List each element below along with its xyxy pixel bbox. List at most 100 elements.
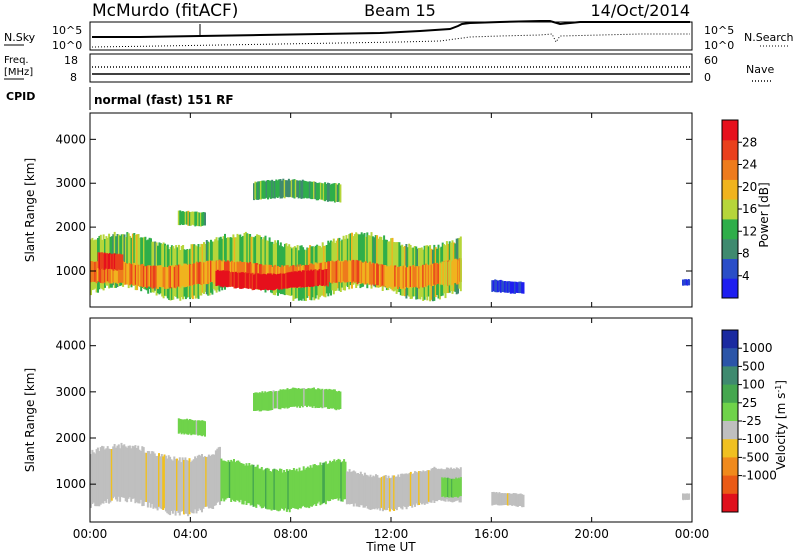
power-scatter-cells bbox=[90, 178, 691, 302]
colorbar-segment bbox=[722, 199, 738, 220]
colorbar-tick-label: -500 bbox=[742, 450, 769, 464]
data-cell bbox=[427, 470, 430, 502]
data-cell bbox=[121, 445, 124, 498]
data-cell bbox=[313, 269, 315, 287]
data-cell bbox=[211, 260, 214, 283]
y-tick-label: 4000 bbox=[55, 339, 86, 353]
data-cell bbox=[260, 467, 263, 509]
data-cell bbox=[318, 465, 320, 502]
date-title: 14/Oct/2014 bbox=[590, 1, 690, 20]
data-cell bbox=[201, 420, 204, 437]
data-cell bbox=[123, 444, 126, 498]
data-cell bbox=[251, 236, 254, 287]
data-cell bbox=[319, 389, 322, 407]
velocity-colorbar-label: Velocity [m s-1] bbox=[774, 380, 788, 470]
data-cell bbox=[134, 234, 137, 291]
data-cell bbox=[294, 179, 297, 198]
data-cell bbox=[124, 237, 127, 284]
data-cell bbox=[273, 391, 276, 409]
freq-left-tick-top: 18 bbox=[64, 54, 78, 67]
data-cell bbox=[155, 456, 158, 509]
data-cell bbox=[131, 445, 134, 499]
noise-right-tick-top: 10^5 bbox=[704, 24, 734, 37]
data-cell bbox=[223, 271, 226, 286]
data-cell bbox=[208, 260, 211, 283]
data-cell bbox=[268, 180, 271, 198]
data-cell bbox=[408, 265, 411, 288]
data-cell bbox=[308, 388, 311, 407]
data-cell bbox=[370, 477, 373, 510]
cpid-text: normal (fast) 151 RF bbox=[94, 93, 234, 107]
data-cell bbox=[164, 455, 167, 512]
data-cell bbox=[287, 389, 290, 408]
data-cell bbox=[140, 237, 143, 292]
data-cell bbox=[447, 261, 449, 286]
data-cell bbox=[426, 470, 429, 504]
data-cell bbox=[145, 240, 148, 291]
noise-sky-series bbox=[92, 20, 690, 38]
data-cell bbox=[296, 180, 299, 197]
data-cell bbox=[381, 264, 384, 286]
data-cell bbox=[285, 469, 288, 512]
colorbar-tick-label: 500 bbox=[742, 359, 765, 373]
data-cell bbox=[236, 233, 239, 284]
data-cell bbox=[232, 234, 235, 285]
data-cell bbox=[110, 259, 113, 284]
data-cell bbox=[339, 261, 342, 283]
data-cell bbox=[306, 466, 309, 508]
data-cell bbox=[127, 262, 130, 286]
data-cell bbox=[415, 266, 418, 287]
data-cell bbox=[358, 474, 361, 508]
data-cell bbox=[337, 259, 339, 282]
data-cell bbox=[242, 463, 245, 505]
data-cell bbox=[90, 454, 92, 508]
data-cell bbox=[511, 281, 514, 294]
data-cell bbox=[365, 474, 368, 507]
station-title: McMurdo (fitACF) bbox=[92, 1, 238, 21]
x-tick-label: 20:00 bbox=[574, 527, 609, 541]
data-cell bbox=[326, 389, 329, 409]
data-cell bbox=[221, 460, 224, 499]
data-cell bbox=[286, 180, 289, 198]
data-cell bbox=[368, 476, 371, 510]
data-cell bbox=[109, 260, 112, 284]
data-cell bbox=[383, 235, 386, 287]
data-cell bbox=[447, 477, 449, 497]
data-cell bbox=[242, 235, 245, 283]
data-cell bbox=[245, 463, 248, 505]
data-cell bbox=[241, 463, 244, 505]
data-cell bbox=[364, 236, 367, 284]
colorbar-segment bbox=[722, 238, 738, 259]
data-cell bbox=[387, 266, 390, 288]
data-cell bbox=[213, 454, 216, 506]
data-cell bbox=[315, 465, 318, 506]
data-cell bbox=[253, 274, 255, 290]
data-cell bbox=[455, 258, 457, 283]
data-cell bbox=[371, 262, 374, 285]
data-cell bbox=[324, 389, 327, 408]
data-cell bbox=[179, 210, 182, 226]
data-cell bbox=[196, 261, 199, 284]
data-cell bbox=[345, 260, 348, 283]
data-cell bbox=[300, 388, 303, 406]
data-cell bbox=[266, 467, 269, 510]
data-cell bbox=[283, 470, 286, 511]
data-cell bbox=[329, 184, 332, 202]
data-cell bbox=[405, 267, 408, 288]
data-cell bbox=[333, 459, 336, 500]
data-cell bbox=[145, 452, 148, 502]
data-cell bbox=[167, 455, 170, 515]
data-cell bbox=[294, 271, 297, 288]
data-cell bbox=[327, 463, 330, 502]
data-cell bbox=[239, 234, 242, 286]
data-cell bbox=[271, 274, 274, 291]
data-cell bbox=[247, 273, 250, 289]
data-cell bbox=[194, 262, 197, 285]
data-cell bbox=[501, 493, 504, 506]
data-cell bbox=[210, 454, 213, 509]
data-cell bbox=[113, 261, 116, 283]
data-cell bbox=[424, 263, 427, 287]
data-cell bbox=[334, 261, 337, 283]
data-cell bbox=[231, 461, 234, 500]
data-cell bbox=[518, 493, 521, 506]
